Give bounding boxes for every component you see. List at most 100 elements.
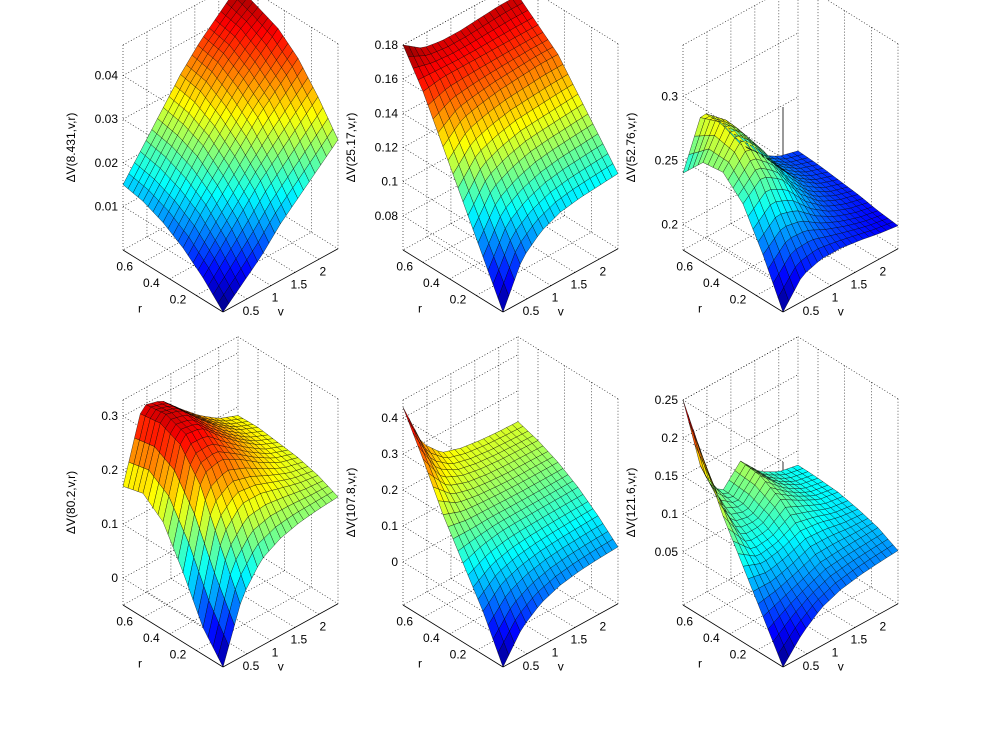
y-tick-label: 0.2 — [170, 647, 187, 661]
z-tick-label: 0.14 — [375, 106, 399, 120]
surface-patch — [886, 221, 899, 229]
x-axis-label: v — [278, 305, 284, 319]
y-tick-label: 0.6 — [396, 259, 413, 273]
x-tick-label: 1 — [832, 291, 839, 305]
surface — [682, 399, 899, 668]
z-tick-label: 0.2 — [381, 483, 398, 497]
x-tick-label: 1 — [552, 291, 559, 305]
z-tick-label: 0.2 — [101, 463, 118, 477]
y-axis-label: r — [138, 301, 142, 315]
z-tick-label: 0.1 — [381, 175, 398, 189]
y-axis-label: r — [418, 301, 422, 315]
z-axis-label: ΔV(52.76,v,r) — [624, 113, 638, 183]
z-tick-label: 0.03 — [95, 112, 119, 126]
x-tick-label: 1.5 — [851, 632, 868, 646]
z-tick-label: 0.18 — [375, 38, 399, 52]
z-tick-label: 0.01 — [95, 199, 119, 213]
x-tick-label: 2 — [879, 264, 886, 278]
x-tick-label: 2 — [599, 619, 606, 633]
subplot-4: 0 0.1 0.2 0.3 0.5 1 1.5 2 0.2 0.4 0.6 v r ΔV(80.2,v,r… — [64, 336, 339, 674]
y-tick-label: 0.2 — [450, 292, 467, 306]
x-tick-label: 0.5 — [243, 659, 260, 673]
x-tick-label: 2 — [319, 619, 326, 633]
z-axis-label: ΔV(80.2,v,r) — [64, 471, 78, 534]
y-tick-label: 0.6 — [116, 614, 133, 628]
y-tick-label: 0.6 — [676, 259, 693, 273]
y-axis-label: r — [698, 656, 702, 670]
y-tick-label: 0.2 — [170, 292, 187, 306]
x-axis-label: v — [278, 660, 284, 674]
y-axis-label: r — [698, 301, 702, 315]
x-tick-label: 1.5 — [851, 277, 868, 291]
x-axis-label: v — [838, 660, 844, 674]
z-tick-label: 0.12 — [375, 141, 399, 155]
z-tick-label: 0.15 — [655, 469, 679, 483]
z-tick-label: 0.25 — [655, 393, 679, 407]
z-tick-label: 0 — [391, 555, 398, 569]
x-tick-label: 2 — [319, 264, 326, 278]
surface-patch — [237, 0, 246, 5]
surface-patch — [607, 538, 619, 551]
z-tick-label: 0.1 — [381, 519, 398, 533]
surface — [122, 0, 339, 313]
subplot-5: 0 0.1 0.2 0.3 0.4 0.5 1 1.5 2 0.2 0.4 0.6 v r ΔV(107.8… — [344, 336, 619, 674]
x-tick-label: 1 — [552, 646, 559, 660]
z-tick-label: 0 — [111, 571, 118, 585]
z-tick-label: 0.16 — [375, 72, 399, 86]
surface — [122, 401, 339, 668]
x-axis-label: v — [558, 305, 564, 319]
x-tick-label: 1.5 — [571, 277, 588, 291]
surface-patch — [327, 491, 339, 501]
z-tick-label: 0.25 — [655, 153, 679, 167]
x-tick-label: 0.5 — [803, 659, 820, 673]
z-tick-label: 0.2 — [661, 217, 678, 231]
surface-patch — [327, 128, 339, 149]
surface — [682, 113, 899, 313]
y-tick-label: 0.4 — [143, 631, 160, 645]
x-tick-label: 1.5 — [291, 277, 308, 291]
z-axis-label: ΔV(25.17,v,r) — [344, 113, 358, 183]
y-tick-label: 0.2 — [730, 292, 747, 306]
x-tick-label: 0.5 — [803, 304, 820, 318]
z-tick-label: 0.4 — [381, 411, 398, 425]
y-tick-label: 0.2 — [730, 647, 747, 661]
y-axis-label: r — [418, 656, 422, 670]
y-tick-label: 0.4 — [143, 276, 160, 290]
x-tick-label: 0.5 — [523, 304, 540, 318]
z-tick-label: 0.04 — [95, 69, 119, 83]
x-axis-label: v — [558, 660, 564, 674]
x-tick-label: 1 — [832, 646, 839, 660]
y-tick-label: 0.6 — [676, 614, 693, 628]
y-tick-label: 0.4 — [423, 631, 440, 645]
surface — [402, 407, 619, 668]
z-tick-label: 0.1 — [101, 517, 118, 531]
x-tick-label: 0.5 — [523, 659, 540, 673]
z-tick-label: 0.3 — [101, 409, 118, 423]
z-axis-label: ΔV(107.8,v,r) — [344, 468, 358, 538]
z-axis-label: ΔV(121.6,v,r) — [624, 468, 638, 538]
y-tick-label: 0.4 — [703, 631, 720, 645]
y-tick-label: 0.4 — [423, 276, 440, 290]
x-axis-label: v — [838, 305, 844, 319]
z-tick-label: 0.05 — [655, 545, 679, 559]
z-tick-label: 0.3 — [661, 89, 678, 103]
subplot-3: 0.2 0.25 0.3 0.5 1 1.5 2 0.2 0.4 0.6 v r ΔV(52.76,v,… — [624, 0, 899, 319]
z-tick-label: 0.1 — [661, 507, 678, 521]
subplot-1: 0.01 0.02 0.03 0.04 0.5 1 1.5 2 0.2 0.4 0.6 v r ΔV(8.… — [64, 0, 339, 319]
subplot-6: 0.05 0.1 0.15 0.2 0.25 0.5 1 1.5 2 0.2 0.4 0.6 v r ΔV(… — [624, 336, 899, 674]
surface — [402, 0, 619, 313]
z-tick-label: 0.02 — [95, 156, 119, 170]
y-tick-label: 0.6 — [396, 614, 413, 628]
y-tick-label: 0.4 — [703, 276, 720, 290]
x-tick-label: 1.5 — [571, 632, 588, 646]
x-tick-label: 1 — [272, 646, 279, 660]
z-axis-label: ΔV(8.431,v,r) — [64, 113, 78, 183]
x-tick-label: 2 — [879, 619, 886, 633]
x-tick-label: 1 — [272, 291, 279, 305]
z-tick-label: 0.2 — [661, 431, 678, 445]
x-tick-label: 0.5 — [243, 304, 260, 318]
x-tick-label: 1.5 — [291, 632, 308, 646]
surface-patch — [887, 544, 899, 555]
subplot-2: 0.08 0.1 0.12 0.14 0.16 0.18 0.5 1 1.5 2 0.2 0.4 0.6… — [344, 0, 619, 319]
